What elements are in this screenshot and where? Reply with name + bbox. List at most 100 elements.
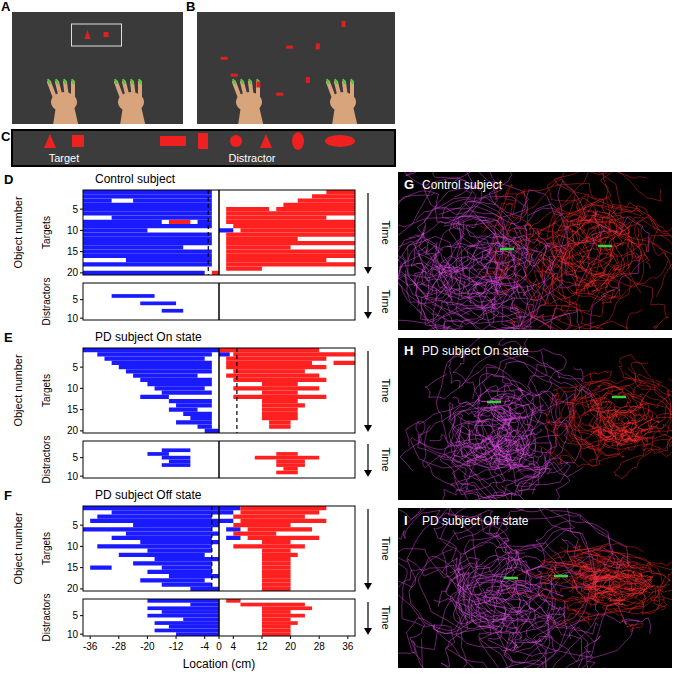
- finger: [328, 82, 334, 98]
- panel-letter: I: [404, 513, 408, 528]
- occupancy-bar: [262, 391, 298, 395]
- occupancy-bar: [240, 510, 319, 514]
- trajectory-panel: H PD subject On state: [398, 333, 677, 522]
- occupancy-bar: [334, 361, 355, 365]
- occupancy-bar: [133, 199, 212, 203]
- section-label: Targets: [41, 216, 52, 249]
- trajectory: [590, 401, 620, 430]
- occupancy-bar: [269, 420, 290, 424]
- trajectory: [398, 246, 460, 307]
- trajectory: [438, 572, 474, 624]
- tick-label: 15: [67, 246, 79, 257]
- tick-label: -36: [83, 641, 98, 652]
- y-tick: [80, 567, 83, 568]
- marker: [241, 79, 243, 84]
- trajectory: [617, 556, 666, 610]
- panel-letter: H: [404, 343, 413, 358]
- trajectory: [591, 569, 626, 589]
- occupancy-bar: [83, 237, 212, 241]
- marker: [131, 79, 133, 84]
- occupancy-bar: [140, 378, 212, 382]
- dashed-line: [211, 506, 212, 591]
- occupancy-bar: [83, 506, 219, 510]
- marker: [233, 79, 235, 84]
- photo-bg: [197, 12, 395, 124]
- trajectory: [603, 570, 652, 584]
- occupancy-bar: [262, 583, 291, 587]
- occupancy-bar: [176, 420, 212, 424]
- occupancy-bar: [147, 614, 219, 618]
- occupancy-bar: [226, 207, 269, 211]
- occupancy-bar: [162, 309, 183, 313]
- trajectory: [547, 213, 642, 330]
- trajectory: [415, 243, 479, 294]
- marks: [147, 599, 312, 636]
- center-line: [218, 283, 220, 320]
- occupancy-bar: [226, 216, 326, 220]
- trajectory: [479, 542, 531, 591]
- panel-letter: G: [404, 177, 414, 192]
- occupancy-bar: [83, 254, 212, 258]
- marker: [139, 79, 141, 84]
- object: [85, 30, 91, 39]
- marks: [112, 283, 219, 320]
- trajectory: [593, 564, 638, 586]
- occupancy-bar: [83, 262, 212, 266]
- finger: [350, 82, 354, 98]
- time-arrowhead: [364, 470, 372, 477]
- y-tick: [80, 251, 83, 252]
- title: Control subject: [422, 178, 503, 192]
- time-label: Time: [380, 605, 392, 629]
- occupancy-bar: [119, 365, 212, 369]
- trajectory: [579, 199, 609, 248]
- finger: [234, 82, 240, 98]
- occupancy-bar: [190, 587, 219, 591]
- trajectory: [492, 407, 519, 457]
- occupancy-bar: [233, 378, 326, 382]
- trajectory: [415, 230, 557, 330]
- trajectory: [474, 424, 508, 459]
- y-tick: [80, 299, 83, 300]
- occupancy-bar: [140, 302, 176, 306]
- tick-label: 20: [67, 267, 79, 278]
- section-label: Distractors: [41, 278, 52, 326]
- occupancy-bar: [262, 632, 291, 636]
- time-arrow: [367, 602, 368, 630]
- panel-letter: D: [4, 172, 13, 187]
- occupancy-bar: [219, 228, 233, 232]
- occupancy-bar: [233, 352, 355, 356]
- occupancy-bar: [83, 203, 212, 207]
- occupancy-bar: [240, 506, 326, 510]
- y-tick: [80, 588, 83, 589]
- finger: [132, 82, 134, 98]
- panel-letter: F: [4, 488, 12, 503]
- trajectory: [453, 397, 513, 431]
- occupancy-bar: [262, 618, 291, 622]
- trajectory: [551, 250, 590, 290]
- trajectory: [449, 402, 483, 435]
- occupancy-bar: [140, 540, 219, 544]
- marker: [343, 79, 345, 84]
- occupancy-bar: [283, 467, 297, 471]
- trajectory: [471, 580, 540, 622]
- marks: [83, 190, 355, 275]
- object: [316, 43, 320, 49]
- trajectory: [485, 209, 606, 276]
- trajectory: [425, 364, 523, 419]
- occupancy-bar: [233, 224, 355, 228]
- x-tick: [233, 636, 234, 639]
- x-tick: [204, 636, 205, 639]
- occupancy-bar: [147, 382, 211, 386]
- trajectory: [406, 618, 562, 668]
- trajectory-bg: [398, 172, 672, 330]
- occupancy-bar: [226, 258, 326, 262]
- occupancy-bar: [240, 519, 326, 523]
- tick-label: 5: [72, 204, 78, 215]
- trajectory: [460, 257, 522, 296]
- center-line: [218, 506, 220, 591]
- occupancy-bar: [169, 408, 198, 412]
- occupancy-bar: [262, 399, 298, 403]
- tick-label: 5: [72, 452, 78, 463]
- title: PD subject On state: [422, 344, 529, 358]
- plot-bg: [83, 441, 355, 478]
